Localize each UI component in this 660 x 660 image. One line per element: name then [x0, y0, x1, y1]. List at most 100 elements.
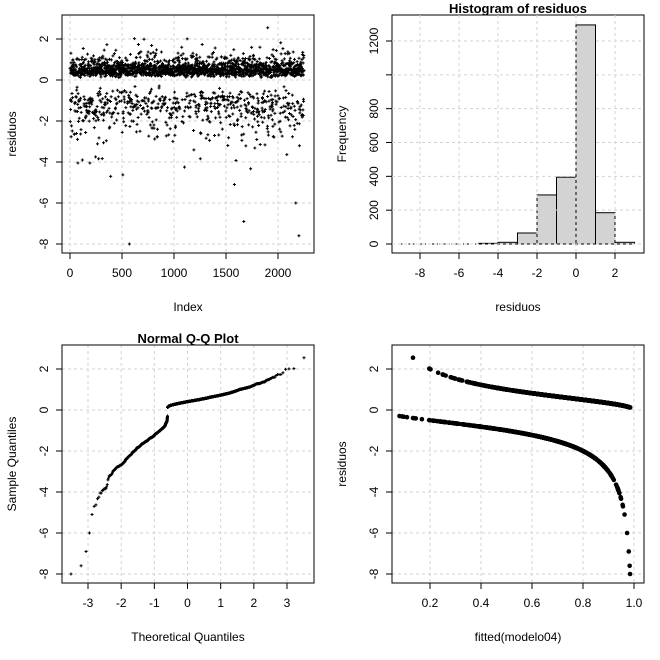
data-point	[150, 74, 154, 78]
data-point	[99, 113, 103, 117]
data-point	[273, 122, 277, 126]
data-point	[112, 52, 116, 56]
data-point	[205, 65, 209, 69]
data-point	[232, 48, 236, 52]
data-point	[79, 96, 83, 100]
data-point	[164, 95, 168, 99]
y-tick-label: -6	[367, 527, 381, 538]
data-point	[172, 64, 176, 68]
data-point	[150, 44, 154, 48]
data-point	[189, 105, 193, 109]
data-point	[239, 104, 243, 108]
data-point	[231, 62, 235, 66]
data-point	[94, 119, 98, 123]
data-point	[252, 112, 256, 116]
data-point	[235, 105, 239, 109]
data-point	[288, 56, 292, 60]
data-point	[263, 107, 267, 111]
data-point	[138, 55, 142, 59]
data-point	[278, 119, 282, 123]
data-point	[112, 111, 116, 115]
data-point	[96, 94, 100, 98]
data-point	[167, 133, 171, 137]
data-point	[101, 97, 105, 101]
data-point	[241, 56, 245, 60]
data-point	[144, 102, 148, 106]
data-point	[147, 97, 151, 101]
data-point	[79, 132, 83, 136]
data-point	[251, 53, 255, 57]
points	[397, 355, 633, 577]
qq-point	[107, 476, 111, 480]
data-point	[112, 73, 116, 77]
data-point	[301, 61, 305, 65]
data-point	[234, 159, 238, 163]
data-point	[150, 57, 154, 61]
data-point	[101, 118, 105, 122]
data-point	[98, 92, 102, 96]
data-point	[79, 110, 83, 114]
data-point	[271, 54, 275, 58]
data-point	[257, 123, 261, 127]
y-tick-label: 2	[367, 365, 381, 372]
data-point	[135, 99, 139, 103]
data-point	[114, 48, 118, 52]
data-point	[176, 51, 180, 55]
data-point	[108, 111, 112, 115]
data-point	[270, 75, 274, 79]
data-point	[268, 107, 272, 111]
data-point	[280, 59, 284, 63]
data-point	[195, 53, 199, 57]
y-tick-label: -2	[37, 445, 51, 456]
data-point	[84, 57, 88, 61]
data-point	[184, 62, 188, 66]
data-point	[293, 57, 297, 61]
data-point	[213, 46, 217, 50]
data-point	[193, 94, 197, 98]
y-tick-label: 0	[367, 240, 381, 247]
data-point	[229, 53, 233, 57]
data-point	[201, 118, 205, 122]
data-point	[154, 52, 158, 56]
data-point	[291, 115, 295, 119]
data-point	[261, 120, 265, 124]
data-point	[271, 97, 275, 101]
panel-1-bars	[400, 24, 635, 245]
data-point	[70, 92, 74, 96]
data-point	[92, 126, 96, 130]
data-point	[302, 69, 306, 73]
data-point	[224, 109, 228, 113]
data-point	[188, 115, 192, 119]
data-point	[99, 100, 103, 104]
data-point	[172, 106, 176, 110]
data-point	[270, 101, 274, 105]
data-point	[155, 127, 159, 131]
data-point	[266, 95, 270, 99]
y-tick-label: -8	[37, 238, 51, 249]
data-point	[175, 97, 179, 101]
data-point	[115, 118, 119, 122]
data-point	[251, 73, 255, 77]
data-point	[142, 99, 146, 103]
data-point	[83, 97, 87, 101]
data-point	[105, 91, 109, 95]
data-point	[138, 104, 142, 108]
data-point	[286, 106, 290, 110]
data-point	[281, 96, 285, 100]
data-point	[246, 91, 250, 95]
data-point	[255, 60, 259, 64]
data-point	[129, 98, 133, 102]
data-point	[259, 115, 263, 119]
data-point	[168, 127, 172, 131]
data-point	[239, 97, 243, 101]
data-point	[69, 135, 73, 139]
data-point	[186, 61, 190, 65]
data-point	[100, 65, 104, 69]
data-point	[157, 84, 161, 88]
data-point	[213, 106, 217, 110]
data-point	[222, 94, 226, 98]
data-point	[287, 66, 291, 70]
data-point	[212, 60, 216, 64]
data-point	[116, 111, 120, 115]
data-point	[299, 74, 303, 78]
